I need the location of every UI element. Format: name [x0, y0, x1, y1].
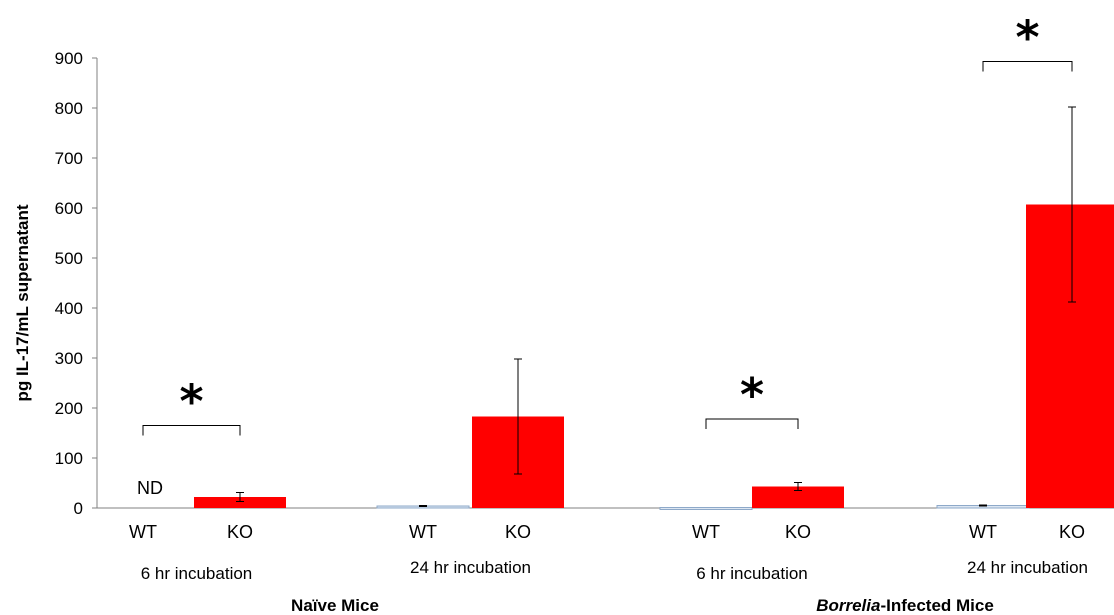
- super-group-label-italic: Borrelia: [816, 596, 880, 615]
- y-tick-label: 0: [74, 499, 83, 518]
- bar-ko: [194, 497, 286, 508]
- nd-label: ND: [137, 478, 163, 498]
- bar-ko: [752, 486, 844, 508]
- significance-bracket: [982, 61, 1073, 72]
- bars: ND: [137, 204, 1114, 510]
- group-label: 6 hr incubation: [696, 564, 808, 583]
- y-tick-label: 200: [55, 399, 83, 418]
- y-tick-label: 100: [55, 449, 83, 468]
- significance-star: *: [740, 368, 764, 422]
- category-label: WT: [409, 522, 437, 542]
- significance-star: *: [179, 375, 203, 429]
- super-group-label: Naïve Mice: [291, 596, 379, 615]
- category-label: KO: [227, 522, 253, 542]
- significance-bracket: [705, 418, 799, 429]
- axis-labels: WT KO WT KO WT KO WT KO 6 hr incubation 24 hr inc…: [129, 522, 1088, 615]
- bar-wt: [659, 507, 753, 510]
- y-tick-label: 700: [55, 149, 83, 168]
- y-axis-label: pg IL-17/mL supernatant: [13, 204, 32, 401]
- category-label: KO: [785, 522, 811, 542]
- y-tick-label: 400: [55, 299, 83, 318]
- y-tick-label: 800: [55, 99, 83, 118]
- significance-bracket: [142, 425, 241, 436]
- category-label: KO: [505, 522, 531, 542]
- group-label: 24 hr incubation: [967, 558, 1088, 577]
- group-label: 24 hr incubation: [410, 558, 531, 577]
- category-label: KO: [1059, 522, 1085, 542]
- group-label: 6 hr incubation: [141, 564, 253, 583]
- super-group-label-rest: -Infected Mice: [880, 596, 993, 615]
- category-label: WT: [969, 522, 997, 542]
- axes: 0 100 200 300 400 500 600 700 800 900: [55, 49, 1114, 518]
- super-group-label: Borrelia-Infected Mice: [816, 596, 994, 615]
- category-label: WT: [129, 522, 157, 542]
- y-tick-label: 300: [55, 349, 83, 368]
- y-tick-label: 900: [55, 49, 83, 68]
- significance-star: *: [1015, 11, 1039, 65]
- error-bars: [236, 106, 1076, 507]
- bar-ko: [1026, 204, 1114, 508]
- y-tick-label: 500: [55, 249, 83, 268]
- y-tick-label: 600: [55, 199, 83, 218]
- category-label: WT: [692, 522, 720, 542]
- significance-annotations: * * *: [142, 11, 1073, 436]
